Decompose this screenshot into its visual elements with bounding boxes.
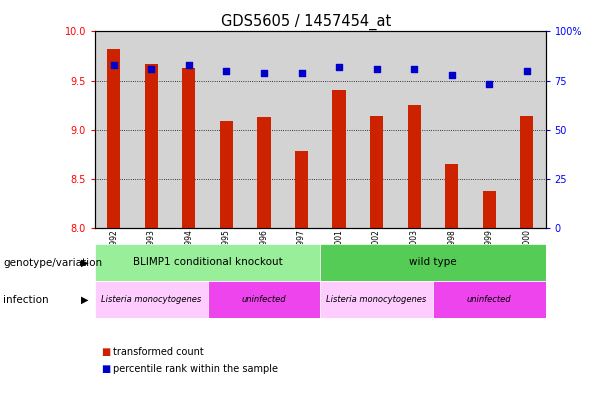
Point — [447, 72, 457, 78]
Bar — [321, 281, 433, 318]
Bar — [370, 116, 383, 228]
Bar — [321, 31, 358, 228]
Text: uninfected: uninfected — [467, 295, 512, 304]
Point — [371, 66, 381, 72]
Bar — [95, 31, 132, 228]
Bar — [471, 31, 508, 228]
Bar — [433, 31, 471, 228]
Text: GDS5605 / 1457454_at: GDS5605 / 1457454_at — [221, 14, 392, 30]
Text: ▶: ▶ — [81, 295, 88, 305]
Bar — [208, 281, 321, 318]
Bar — [220, 121, 233, 228]
Bar — [358, 31, 395, 228]
Point — [409, 66, 419, 72]
Point — [259, 70, 269, 76]
Bar — [520, 116, 533, 228]
Point — [184, 62, 194, 68]
Point — [109, 62, 119, 68]
Text: Listeria monocytogenes: Listeria monocytogenes — [327, 295, 427, 304]
Text: infection: infection — [3, 295, 48, 305]
Point — [334, 64, 344, 70]
Bar — [95, 281, 208, 318]
Bar — [182, 68, 196, 228]
Text: BLIMP1 conditional knockout: BLIMP1 conditional knockout — [133, 257, 283, 267]
Text: ▶: ▶ — [81, 257, 88, 268]
Bar — [95, 244, 321, 281]
Bar — [433, 281, 546, 318]
Text: percentile rank within the sample: percentile rank within the sample — [113, 364, 278, 375]
Text: wild type: wild type — [409, 257, 457, 267]
Text: ■: ■ — [101, 364, 110, 375]
Point — [297, 70, 306, 76]
Text: genotype/variation: genotype/variation — [3, 257, 102, 268]
Bar — [508, 31, 546, 228]
Bar — [445, 164, 459, 228]
Point — [147, 66, 156, 72]
Bar — [295, 151, 308, 228]
Bar — [257, 117, 270, 228]
Text: transformed count: transformed count — [113, 347, 204, 357]
Bar — [107, 49, 120, 228]
Bar — [132, 31, 170, 228]
Bar — [208, 31, 245, 228]
Bar — [395, 31, 433, 228]
Bar — [283, 31, 321, 228]
Bar — [145, 64, 158, 228]
Bar — [332, 90, 346, 228]
Point — [221, 68, 231, 74]
Bar — [482, 191, 496, 228]
Point — [522, 68, 531, 74]
Text: Listeria monocytogenes: Listeria monocytogenes — [101, 295, 202, 304]
Point — [484, 81, 494, 88]
Text: uninfected: uninfected — [242, 295, 286, 304]
Text: ■: ■ — [101, 347, 110, 357]
Bar — [321, 244, 546, 281]
Bar — [170, 31, 208, 228]
Bar — [245, 31, 283, 228]
Bar — [408, 105, 421, 228]
